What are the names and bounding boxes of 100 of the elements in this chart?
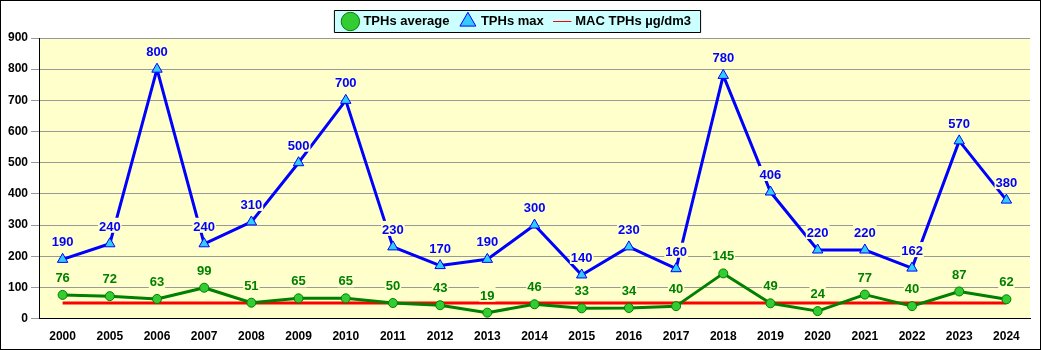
data-label: 50	[385, 278, 401, 294]
point	[576, 268, 588, 279]
point	[104, 291, 115, 302]
data-label: 240	[98, 218, 121, 234]
point	[671, 301, 682, 312]
x-tick-label: 2010	[332, 329, 360, 344]
y-tick-label: 0	[21, 310, 29, 325]
point	[623, 240, 635, 251]
point	[292, 156, 305, 167]
x-tick-label: 2014	[521, 329, 549, 344]
point	[859, 243, 871, 254]
point	[1000, 193, 1013, 204]
x-tick-label: 2018	[709, 329, 737, 344]
data-label: 34	[621, 283, 637, 299]
data-label: 99	[196, 262, 212, 278]
point	[717, 68, 729, 79]
data-label: 65	[291, 273, 306, 289]
data-label: 800	[146, 44, 168, 60]
y-tick-label: 800	[7, 61, 29, 76]
y-tick-label: 500	[7, 155, 29, 170]
point	[152, 293, 162, 304]
data-label: 33	[574, 283, 589, 299]
y-tick-label: 900	[7, 30, 29, 45]
x-tick-label: 2021	[851, 329, 879, 344]
x-tick-label: 2023	[945, 329, 973, 344]
x-tick-label: 2013	[473, 329, 501, 344]
point	[151, 62, 163, 73]
data-label: 76	[55, 269, 70, 285]
point	[104, 237, 116, 248]
x-tick-label: 2009	[285, 329, 313, 344]
data-label: 140	[570, 250, 593, 266]
point	[859, 289, 870, 300]
data-label: 77	[857, 269, 873, 285]
point	[199, 282, 210, 293]
point	[387, 240, 399, 251]
y-tick-label: 600	[7, 123, 29, 138]
point	[623, 303, 634, 313]
data-label: 19	[480, 287, 495, 303]
data-label: 700	[334, 75, 357, 91]
data-label: 62	[999, 274, 1014, 290]
data-label: 500	[287, 137, 310, 153]
data-label: 190	[476, 234, 499, 250]
y-tick-label: 700	[7, 92, 29, 107]
data-label: 380	[995, 175, 1018, 191]
point	[435, 300, 446, 311]
x-tick-label: 2011	[379, 329, 407, 344]
point	[529, 299, 540, 310]
point	[482, 307, 493, 318]
data-label: 780	[712, 50, 735, 66]
point	[340, 93, 352, 104]
point	[718, 268, 729, 279]
data-label: 220	[853, 225, 876, 241]
x-tick-label: 2024	[993, 329, 1021, 344]
x-tick-label: 2007	[190, 329, 218, 344]
point	[576, 303, 587, 314]
y-tick-label: 200	[7, 248, 29, 263]
y-tick-label: 300	[7, 217, 29, 232]
x-tick-label: 2005	[96, 329, 124, 344]
point	[764, 185, 777, 196]
point	[245, 215, 258, 226]
point	[57, 289, 68, 300]
point	[1001, 294, 1012, 305]
data-label: 65	[338, 273, 353, 289]
point	[953, 134, 965, 145]
point	[954, 286, 965, 297]
point	[387, 298, 398, 309]
data-label: 46	[527, 279, 542, 295]
legend-label: TPHs average	[363, 13, 450, 29]
data-label: 162	[901, 243, 923, 259]
x-tick-label: 2015	[568, 329, 596, 344]
data-label: 190	[51, 234, 74, 250]
data-label: 40	[668, 281, 684, 297]
data-label: 43	[432, 280, 448, 296]
legend-label: TPHs max	[480, 13, 545, 29]
point	[812, 306, 823, 317]
point	[198, 237, 210, 248]
data-label: 230	[382, 221, 404, 237]
data-label: 72	[102, 271, 118, 287]
point	[765, 298, 776, 309]
point	[907, 301, 918, 312]
data-label: 51	[244, 277, 259, 293]
data-label: 24	[810, 286, 826, 302]
x-tick-label: 2019	[757, 329, 785, 344]
y-tick-label: 400	[7, 186, 29, 201]
data-label: 310	[240, 197, 263, 213]
point	[56, 252, 69, 263]
x-tick-label: 2012	[426, 329, 454, 344]
x-tick-label: 2008	[238, 329, 266, 344]
data-label: 570	[948, 115, 971, 131]
data-label: 49	[763, 278, 778, 294]
data-label: 406	[759, 167, 782, 183]
data-label: 300	[523, 200, 546, 216]
data-label: 160	[665, 243, 687, 259]
data-label: 87	[951, 266, 967, 282]
point	[811, 243, 824, 254]
data-label: 220	[806, 225, 829, 241]
x-tick-label: 2022	[898, 329, 926, 344]
y-tick-label: 100	[7, 279, 29, 294]
data-label: 230	[618, 221, 640, 237]
point	[670, 262, 682, 273]
